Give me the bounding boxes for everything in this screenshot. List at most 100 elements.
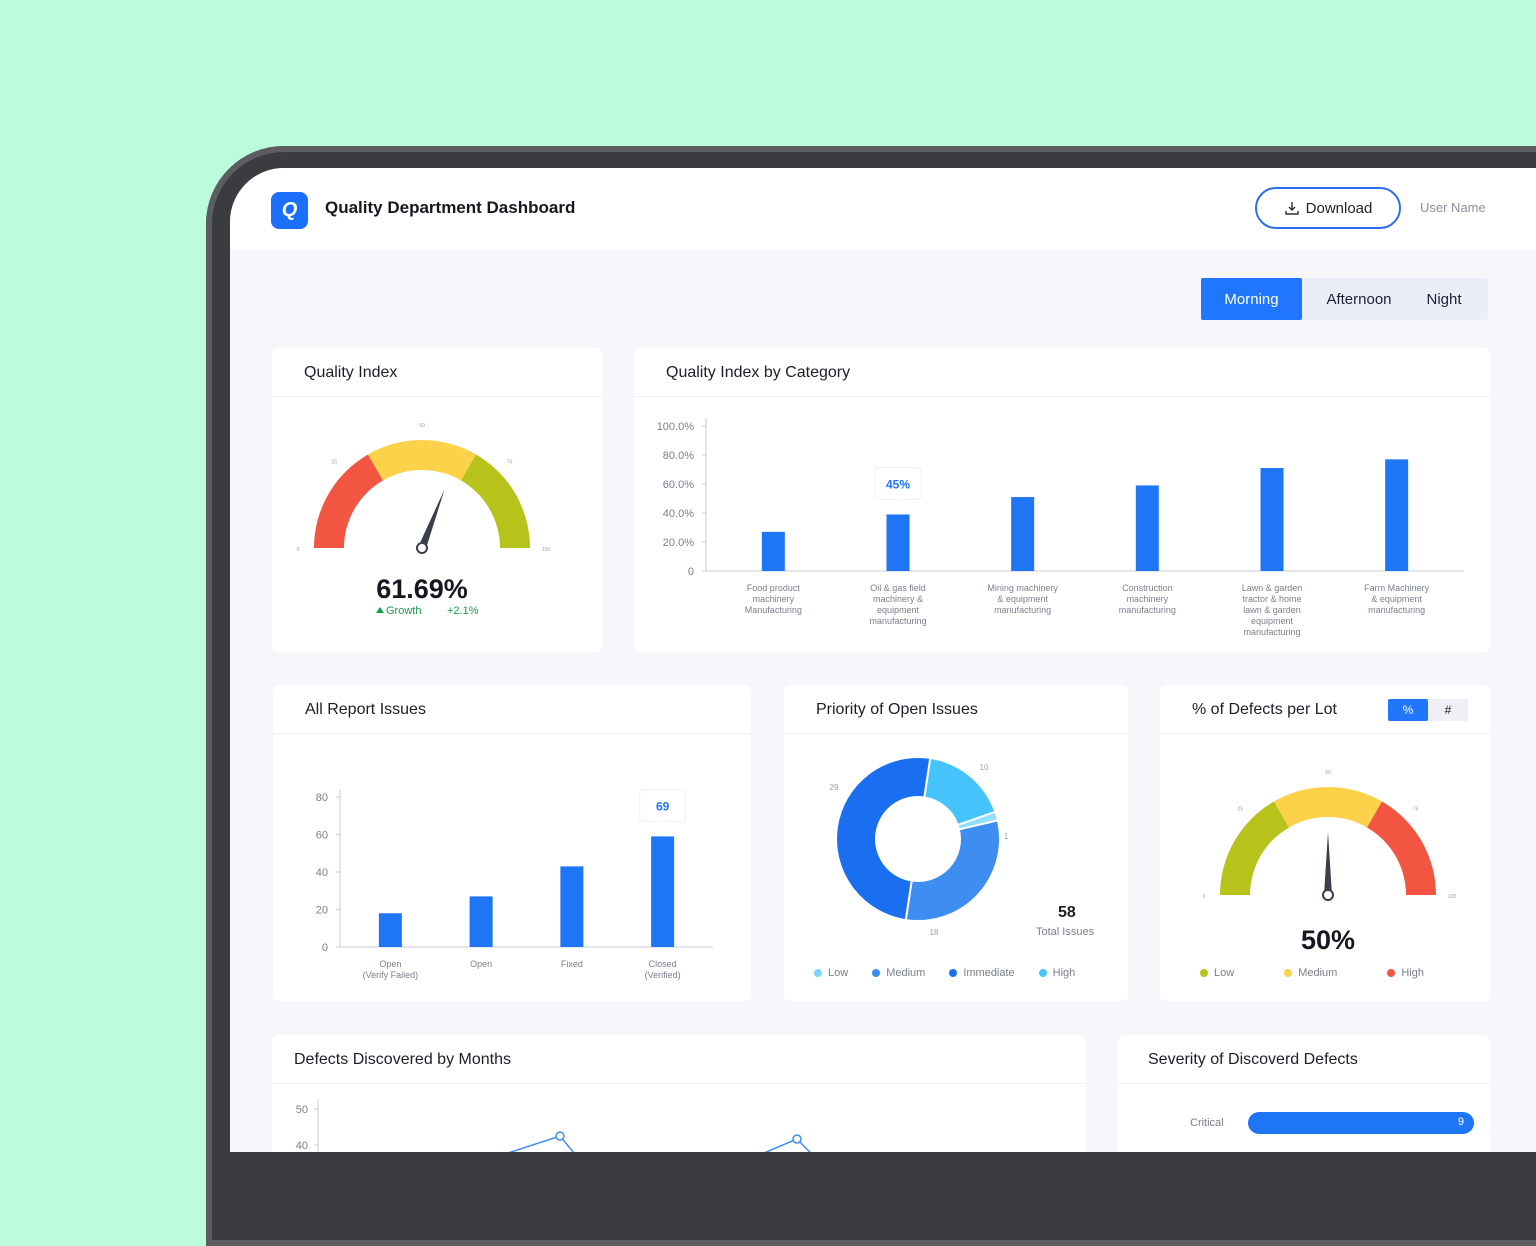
download-button[interactable]: Download xyxy=(1255,187,1401,229)
x-tick-label: manufacturing xyxy=(1119,605,1176,615)
x-tick-label: Open xyxy=(470,959,492,969)
y-tick-label: 20 xyxy=(316,905,328,917)
severity-card: Severity of Discoverd Defects Critical 9 xyxy=(1118,1035,1490,1152)
series-line xyxy=(764,1138,811,1152)
bar xyxy=(761,531,785,571)
tooltip-label: 69 xyxy=(656,799,670,813)
severity-bar-value: 9 xyxy=(1457,1116,1464,1128)
y-tick-label: 40.0% xyxy=(663,508,694,520)
defects-gauge: 0 25 50 75 100 50% xyxy=(1203,770,1457,955)
y-tick-label: 60.0% xyxy=(663,479,694,491)
toggle-count[interactable]: # xyxy=(1444,703,1452,717)
card-title: % of Defects per Lot xyxy=(1192,701,1337,718)
dashboard-screen: Q Quality Department Dashboard Download … xyxy=(230,168,1536,1152)
bar xyxy=(651,836,675,947)
bar xyxy=(469,896,493,947)
gauge-segment xyxy=(461,454,530,548)
gauge-segment xyxy=(1367,801,1436,895)
y-tick-label: 100.0% xyxy=(657,421,695,433)
legend-label: Immediate xyxy=(963,967,1015,979)
legend-item: Low xyxy=(814,967,848,979)
card-title: Defects Discovered by Months xyxy=(294,1051,511,1068)
user-name[interactable]: User Name xyxy=(1420,200,1486,215)
x-tick-label: manufacturing xyxy=(869,616,926,626)
bar xyxy=(1011,497,1035,571)
legend-swatch xyxy=(1200,969,1208,977)
gauge-tick-label: 75 xyxy=(1413,806,1419,812)
total-issues-label: Total Issues xyxy=(1036,926,1095,938)
divider xyxy=(272,1083,1086,1084)
gauge-segment xyxy=(368,440,476,481)
x-tick-label: lawn & garden xyxy=(1243,605,1301,615)
bar xyxy=(886,514,910,571)
gauge-tick-label: 0 xyxy=(297,547,300,553)
x-tick-label: tractor & home xyxy=(1242,594,1301,604)
x-tick-label: Fixed xyxy=(561,959,583,969)
x-tick-label: Construction xyxy=(1122,583,1173,593)
slice-label: 10 xyxy=(980,763,989,772)
x-tick-label: (Verify Failed) xyxy=(363,970,419,980)
legend-label: Low xyxy=(828,967,849,979)
toggle-percent[interactable]: % xyxy=(1388,699,1428,721)
gauge-segment xyxy=(1220,801,1289,895)
x-tick-label: manufacturing xyxy=(994,605,1051,615)
shift-tabs: Morning Afternoon Night xyxy=(1201,278,1488,320)
legend-swatch xyxy=(1038,969,1047,977)
x-tick-label: manufacturing xyxy=(1368,605,1425,615)
growth-arrow-icon xyxy=(376,607,384,613)
slice-label: 29 xyxy=(830,783,839,792)
top-bar: Q Quality Department Dashboard Download … xyxy=(230,168,1536,250)
divider xyxy=(634,396,1490,397)
y-tick-label: 80.0% xyxy=(663,450,694,462)
divider xyxy=(1118,1083,1490,1084)
page-title: Quality Department Dashboard xyxy=(325,198,576,217)
legend-item: High xyxy=(1038,967,1075,979)
priority-card: Priority of Open Issues 10 1 18 29 58 Total… xyxy=(784,685,1128,1001)
legend-swatch xyxy=(1284,969,1293,977)
x-tick-label: Oil & gas field xyxy=(870,583,926,593)
gauge-tick-label: 100 xyxy=(1448,894,1457,900)
y-tick-label: 0 xyxy=(322,942,328,954)
legend-swatch xyxy=(949,969,958,977)
tab-night[interactable]: Night xyxy=(1426,290,1462,308)
series-line xyxy=(508,1135,575,1152)
severity-bar: 9 xyxy=(1248,1112,1474,1134)
x-tick-label: equipment xyxy=(877,605,920,615)
x-tick-label: & equipment xyxy=(997,594,1048,604)
card-title: Priority of Open Issues xyxy=(816,701,978,718)
card-title: Quality Index by Category xyxy=(666,364,851,381)
y-tick-label: 60 xyxy=(316,830,328,842)
gauge-segment xyxy=(314,454,383,548)
legend-item: Low xyxy=(1200,967,1234,979)
tab-morning[interactable]: Morning xyxy=(1201,278,1302,320)
x-tick-label: Open xyxy=(379,959,401,969)
total-issues-value: 58 xyxy=(1058,904,1076,921)
legend-label: Medium xyxy=(886,967,926,979)
card-title: Quality Index xyxy=(304,364,398,381)
defects-line-chart: 50 40 xyxy=(296,1099,811,1152)
gauge-pivot xyxy=(416,542,428,554)
legend-item: Medium xyxy=(1284,967,1337,979)
growth-value: +2.1% xyxy=(447,605,479,617)
x-tick-label: machinery xyxy=(753,594,795,604)
slice-label: 18 xyxy=(930,928,939,937)
tooltip-pointer xyxy=(893,499,903,506)
legend-swatch xyxy=(872,969,881,977)
tab-afternoon[interactable]: Afternoon xyxy=(1326,290,1392,308)
gauge-tick-label: 50 xyxy=(1325,770,1331,776)
series-point xyxy=(792,1134,802,1144)
card-title: All Report Issues xyxy=(305,701,426,718)
bar xyxy=(560,866,584,947)
legend-item: High xyxy=(1387,967,1424,979)
divider xyxy=(273,733,751,734)
category-card: Quality Index by Category 0 20.0% 40.0% 60.… xyxy=(634,348,1490,652)
defects-legend: Low Medium High xyxy=(1200,967,1424,979)
y-tick-label: 50 xyxy=(296,1104,308,1116)
defects-lot-card: % of Defects per Lot % # 0 25 50 75 100 50% L… xyxy=(1160,685,1490,1001)
x-tick-label: Food product xyxy=(747,583,801,593)
report-issues-card: All Report Issues 0 20 40 60 80 Open (Verify F… xyxy=(273,685,751,1001)
y-tick-label: 80 xyxy=(316,792,328,804)
gauge-needle xyxy=(418,489,445,550)
y-tick-label: 20.0% xyxy=(663,537,694,549)
